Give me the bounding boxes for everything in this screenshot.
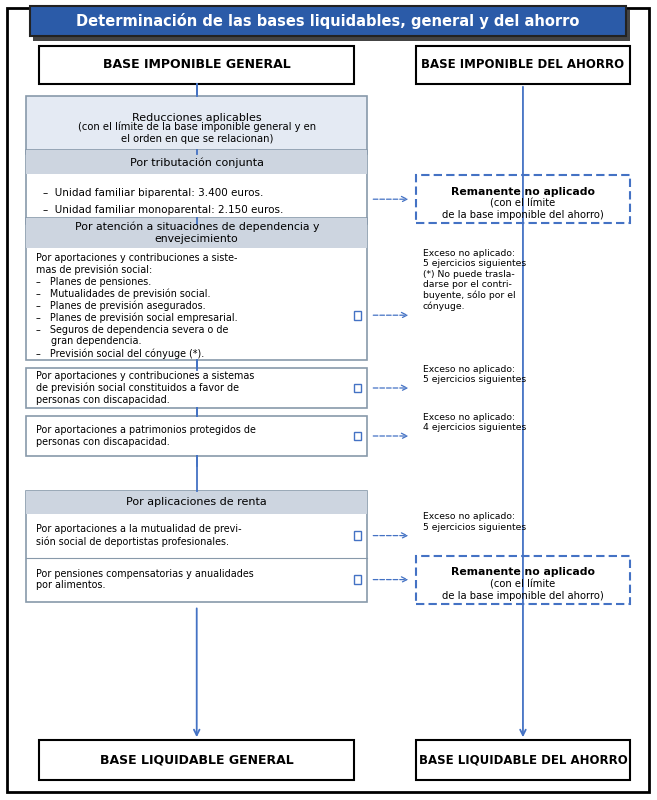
Text: (con el límite
de la base imponible del ahorro): (con el límite de la base imponible del … [442, 198, 604, 219]
Text: –  Unidad familiar monoparental: 2.150 euros.: – Unidad familiar monoparental: 2.150 eu… [43, 205, 283, 215]
Text: Remanente no aplicado: Remanente no aplicado [451, 567, 595, 578]
Text: BASE LIQUIDABLE DEL AHORRO: BASE LIQUIDABLE DEL AHORRO [419, 754, 627, 766]
Text: BASE IMPONIBLE DEL AHORRO: BASE IMPONIBLE DEL AHORRO [421, 58, 625, 71]
FancyBboxPatch shape [26, 368, 367, 408]
FancyBboxPatch shape [39, 46, 354, 84]
FancyBboxPatch shape [417, 740, 629, 780]
FancyBboxPatch shape [30, 6, 626, 36]
Text: Por tributación conjunta: Por tributación conjunta [129, 157, 263, 168]
FancyBboxPatch shape [417, 175, 629, 223]
Text: Por aportaciones a la mutualidad de previ-
sión social de deportistas profesiona: Por aportaciones a la mutualidad de prev… [36, 525, 242, 546]
FancyBboxPatch shape [26, 150, 367, 224]
Text: Determinación de las bases liquidables, general y del ahorro: Determinación de las bases liquidables, … [76, 13, 579, 29]
FancyBboxPatch shape [417, 555, 629, 603]
Text: Por atención a situaciones de dependencia y
envejecimiento: Por atención a situaciones de dependenci… [74, 222, 319, 244]
FancyBboxPatch shape [26, 96, 367, 154]
FancyBboxPatch shape [7, 8, 649, 792]
FancyBboxPatch shape [353, 383, 361, 392]
FancyBboxPatch shape [353, 431, 361, 440]
Text: Exceso no aplicado:
5 ejercicios siguientes: Exceso no aplicado: 5 ejercicios siguien… [423, 365, 526, 384]
Text: –  Unidad familiar biparental: 3.400 euros.: – Unidad familiar biparental: 3.400 euro… [43, 188, 263, 198]
FancyBboxPatch shape [353, 310, 361, 319]
Text: Remanente no aplicado: Remanente no aplicado [451, 187, 595, 197]
Text: Por aportaciones a patrimonios protegidos de
personas con discapacidad.: Por aportaciones a patrimonios protegido… [36, 426, 256, 446]
Text: BASE LIQUIDABLE GENERAL: BASE LIQUIDABLE GENERAL [100, 754, 294, 766]
Text: Exceso no aplicado:
5 ejercicios siguientes: Exceso no aplicado: 5 ejercicios siguien… [423, 512, 526, 531]
Text: Exceso no aplicado:
5 ejercicios siguientes
(*) No puede trasla-
darse por el co: Exceso no aplicado: 5 ejercicios siguien… [423, 249, 526, 311]
FancyBboxPatch shape [34, 10, 630, 41]
Text: Por aportaciones y contribuciones a siste-
mas de previsión social:
–   Planes d: Por aportaciones y contribuciones a sist… [36, 253, 238, 358]
FancyBboxPatch shape [26, 416, 367, 456]
FancyBboxPatch shape [353, 531, 361, 540]
Text: Reducciones aplicables: Reducciones aplicables [132, 114, 261, 123]
FancyBboxPatch shape [417, 46, 629, 84]
FancyBboxPatch shape [39, 740, 354, 780]
Text: Exceso no aplicado:
4 ejercicios siguientes: Exceso no aplicado: 4 ejercicios siguien… [423, 413, 526, 432]
FancyBboxPatch shape [353, 575, 361, 584]
FancyBboxPatch shape [26, 218, 367, 248]
Text: Por pensiones compensatorias y anualidades
por alimentos.: Por pensiones compensatorias y anualidad… [36, 569, 254, 590]
Text: (con el límite de la base imponible general y en
el orden en que se relacionan): (con el límite de la base imponible gene… [78, 122, 316, 144]
FancyBboxPatch shape [26, 150, 367, 174]
Text: (con el límite
de la base imponible del ahorro): (con el límite de la base imponible del … [442, 579, 604, 601]
FancyBboxPatch shape [26, 491, 367, 602]
Text: Por aportaciones y contribuciones a sistemas
de previsión social constituidos a : Por aportaciones y contribuciones a sist… [36, 371, 254, 405]
Text: BASE IMPONIBLE GENERAL: BASE IMPONIBLE GENERAL [103, 58, 290, 71]
Text: Por aplicaciones de renta: Por aplicaciones de renta [126, 498, 267, 507]
FancyBboxPatch shape [26, 491, 367, 514]
FancyBboxPatch shape [26, 218, 367, 360]
